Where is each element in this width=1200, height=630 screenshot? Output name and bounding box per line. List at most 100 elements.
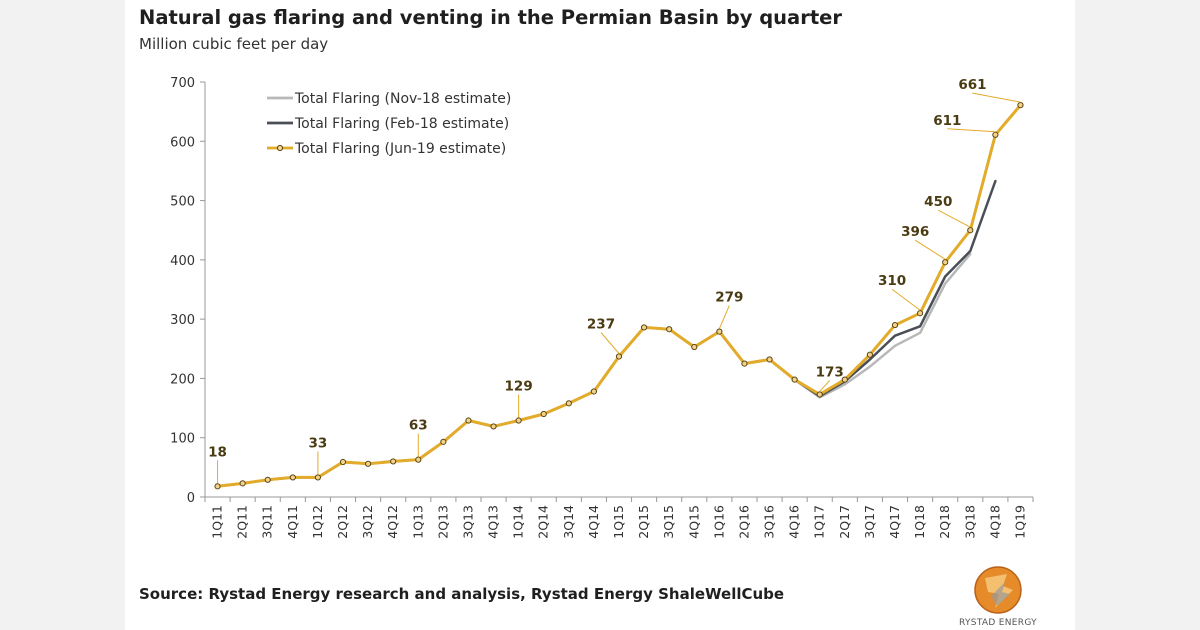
chart-title: Natural gas flaring and venting in the P… [139,6,842,29]
data-label-leader [914,239,946,260]
series-point [891,321,899,329]
legend: Total Flaring (Nov-18 estimate) Total Fla… [267,91,511,157]
y-tick-label: 700 [170,76,195,91]
data-label-leader [947,128,996,133]
data-label-leader [819,380,831,392]
series-point [490,423,497,430]
x-tick-label: 4Q17 [887,505,902,539]
x-tick-label: 2Q17 [837,505,852,539]
legend-label: Total Flaring (Jun-19 estimate) [294,141,506,157]
series-point [992,131,999,138]
series-line-2 [216,179,997,488]
x-tick-label: 1Q17 [812,505,827,539]
x-tick-label: 1Q13 [410,505,425,539]
x-tick-label: 4Q13 [486,505,501,539]
series-point [666,326,673,333]
series-point [465,417,472,424]
x-tick-label: 1Q19 [1012,505,1027,539]
series-point [841,376,848,383]
x-tick-label: 2Q18 [937,505,952,539]
series-point [264,476,271,483]
data-label: 63 [409,418,428,434]
rystad-logo-icon [974,566,1022,614]
y-tick-label: 0 [187,491,195,506]
series-point [741,360,748,367]
series-point [866,351,874,358]
series-layer [214,102,1024,490]
data-label: 237 [587,316,615,332]
source-note: Source: Rystad Energy research and analy… [139,585,785,603]
chart-card: Natural gas flaring and venting in the P… [125,0,1075,630]
x-tick-label: 4Q15 [686,505,701,539]
x-tick-label: 3Q18 [962,505,977,539]
series-point [816,391,823,398]
x-tick-label: 2Q13 [435,505,450,539]
series-point [289,474,296,481]
x-tick-label: 3Q17 [862,505,877,539]
x-tick-label: 1Q16 [711,505,726,539]
x-tick-label: 3Q14 [561,505,576,539]
x-tick-label: 1Q15 [611,505,626,539]
y-tick-label: 500 [170,195,195,210]
x-tick-label: 2Q11 [235,505,250,539]
data-labels: 18 33 63 129 237 279 173 310 396 450 611 661 [208,77,1021,484]
logo-text: RYSTAD ENERGY [959,618,1037,628]
series-point [440,438,447,445]
axes: 0 100 200 300 400 500 600 700 1Q11 2Q11 3Q11 4Q11 1Q… [170,76,1034,539]
series-point [640,324,648,331]
series-point [967,227,974,234]
series-point [1017,102,1024,109]
chart-subtitle: Million cubic feet per day [139,35,329,53]
series-point [390,458,397,465]
series-point [339,458,347,466]
series-point [916,310,924,317]
x-tick-label: 3Q11 [260,505,275,539]
x-tick-label: 3Q12 [360,505,375,539]
series-point [766,356,773,363]
series-point [540,410,547,418]
x-tick-label: 2Q16 [736,505,751,539]
data-label-leader [600,332,620,354]
x-tick-label: 1Q11 [210,505,225,539]
series-point [942,259,949,266]
rystad-logo: RYSTAD ENERGY [955,566,1041,630]
line-chart: 0 100 200 300 400 500 600 700 1Q11 2Q11 3Q11 4Q11 1Q… [170,76,1034,539]
y-tick-label: 300 [170,313,195,328]
series-point [615,353,623,360]
x-tick-label: 3Q13 [460,505,475,539]
data-label: 450 [924,194,952,210]
data-label-leader [972,92,1021,103]
data-label: 129 [505,379,533,395]
legend-label: Total Flaring (Feb-18 estimate) [294,116,509,132]
data-label: 33 [309,435,328,451]
series-point [214,483,221,490]
data-label: 173 [816,364,844,380]
data-label: 310 [878,273,906,289]
x-tick-label: 4Q16 [787,505,802,539]
x-tick-label: 4Q11 [285,505,300,539]
series-point [590,388,598,395]
data-label-leader [938,209,971,228]
x-tick-label: 3Q16 [762,505,777,539]
x-tick-label: 2Q12 [335,505,350,539]
series-point [565,400,572,407]
y-tick-label: 100 [170,432,195,447]
series-point [314,474,322,481]
data-label: 661 [958,77,986,93]
x-tick-label: 4Q12 [385,505,400,539]
x-tick-label: 4Q18 [987,505,1002,539]
x-tick-label: 2Q15 [636,505,651,539]
x-tick-label: 2Q14 [536,505,551,539]
series-point [791,376,798,383]
data-label: 279 [715,290,743,306]
x-tick-label: 1Q12 [310,505,325,539]
x-tick-label: 1Q14 [511,505,526,539]
data-label: 396 [901,224,929,240]
data-label: 18 [208,444,227,460]
series-point [716,328,723,335]
series-point [515,417,522,424]
series-point [415,456,422,463]
series-point [239,480,246,487]
y-tick-label: 400 [170,254,195,269]
y-tick-label: 200 [170,372,195,387]
